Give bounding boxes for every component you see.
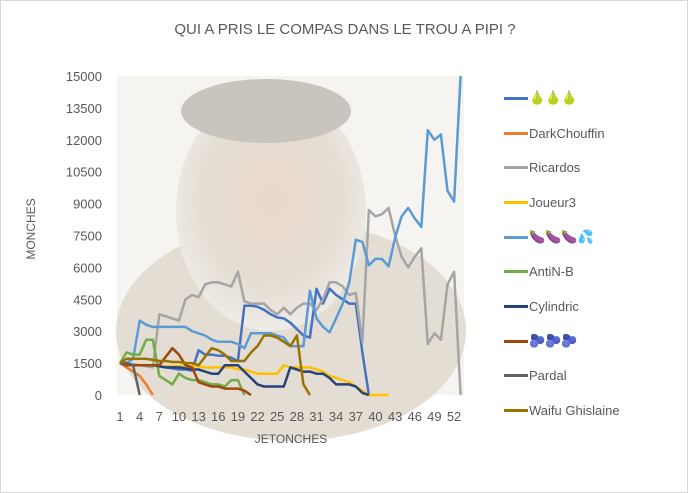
legend-entry: Waifu Ghislaine [504,393,620,428]
y-tick-label: 13500 [66,101,102,116]
y-tick-label: 9000 [73,197,102,212]
legend-swatch [504,131,528,135]
legend-label: DarkChouffin [529,125,605,141]
x-axis-title: JETONCHES [255,432,327,446]
x-tick-label: 34 [329,409,343,424]
y-tick-label: 10500 [66,165,102,180]
legend-swatch [504,304,528,308]
y-tick-label: 15000 [66,69,102,84]
legend-swatch [504,409,528,413]
legend-label: Waifu Ghislaine [529,403,620,419]
legend-label: Ricardos [529,160,581,176]
chart-title: QUI A PRIS LE COMPAS DANS LE TROU A PIPI… [174,21,516,38]
legend-swatch [504,166,528,170]
x-tick-label: 13 [191,409,205,424]
x-tick-label: 25 [270,409,284,424]
legend-entry: AntiN-B [504,254,620,289]
y-tick-label: 12000 [66,133,102,148]
legend-swatch [504,339,528,343]
legend-entry: Ricardos [504,150,620,185]
x-tick-label: 49 [427,409,441,424]
series-line-9 [119,334,311,396]
legend-label: 🍐🍐🍐 [529,90,578,106]
x-tick-label: 7 [156,409,163,424]
y-tick-label: 0 [95,388,102,403]
y-tick-label: 3000 [73,324,102,339]
legend-entry: Pardal [504,359,620,394]
legend-entry: Joueur3 [504,185,620,220]
x-tick-label: 28 [290,409,304,424]
x-tick-label: 10 [172,409,186,424]
y-axis-title: MONCHES [24,198,38,259]
legend-entry: 🍆🍆🍆💦 [504,220,620,255]
x-tick-label: 31 [309,409,323,424]
background-photo-hair [181,79,351,143]
legend-entry: DarkChouffin [504,116,620,151]
x-tick-label: 40 [368,409,382,424]
legend: 🍐🍐🍐 DarkChouffin Ricardos Joueur3 🍆🍆🍆💦 AntiN-… [504,81,620,428]
legend-swatch [504,96,528,100]
legend-swatch [504,374,528,378]
legend-entry: 🍐🍐🍐 [504,81,620,116]
background-photo-face [176,91,366,331]
x-tick-label: 1 [116,409,123,424]
x-tick-label: 4 [136,409,143,424]
y-tick-label: 1500 [73,356,102,371]
series-line-5 [118,338,246,396]
x-tick-label: 43 [388,409,402,424]
legend-entry: Cylindric [504,289,620,324]
legend-label: Pardal [529,368,567,384]
y-tick-label: 4500 [73,292,102,307]
series-line-2 [120,206,462,396]
legend-entry: 🫐🫐🫐 [504,324,620,359]
x-tick-label: 22 [250,409,264,424]
series-line-8 [120,361,141,396]
y-tick-label: 6000 [73,260,102,275]
legend-label: 🍆🍆🍆💦 [529,229,594,245]
legend-label: Cylindric [529,298,579,314]
x-tick-label: 19 [231,409,245,424]
y-tick-label: 7500 [73,229,102,244]
x-tick-label: 37 [349,409,363,424]
x-tick-label: 16 [211,409,225,424]
legend-label: Joueur3 [529,194,576,210]
series-line-6 [119,361,370,397]
legend-label: 🫐🫐🫐 [529,333,578,349]
x-tick-label: 46 [408,409,422,424]
legend-swatch [504,270,528,274]
legend-label: AntiN-B [529,264,574,280]
series-line-1 [119,362,154,396]
series-line-7 [119,346,252,397]
legend-swatch [504,235,528,239]
legend-swatch [504,200,528,204]
x-tick-label: 52 [447,409,461,424]
